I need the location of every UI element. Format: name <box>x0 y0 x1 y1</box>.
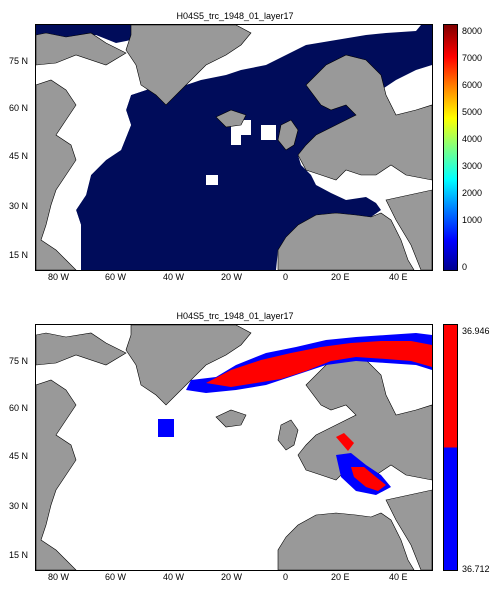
panel1-lat-label: 45 N <box>9 151 29 161</box>
panel1-land-greenland <box>125 25 252 106</box>
panel2-lon-label: 60 W <box>105 572 127 582</box>
panel1-colorbar-tick: 5000 <box>462 107 483 117</box>
panel1-land-europe <box>277 54 432 181</box>
panel1-colorbar-tick: 4000 <box>462 134 483 144</box>
panel1-lat-label: 30 N <box>9 201 29 211</box>
panel2-lon-label: 40 W <box>163 572 185 582</box>
panel2-map-svg <box>36 325 432 570</box>
panel1-land-north-america <box>36 32 127 270</box>
panel2-colorbar <box>443 324 458 571</box>
panel1-lat-label: 75 N <box>9 56 29 66</box>
panel2-land-greenland <box>125 325 252 406</box>
panel2-land-africa <box>277 512 415 570</box>
panel2-lon-label: 0 <box>283 572 289 582</box>
panel1-lon-label: 40 E <box>389 272 408 282</box>
panel1-colorbar-tick: 0 <box>462 262 468 272</box>
panel2-land-north-america <box>36 332 127 570</box>
panel1-lon-label: 80 W <box>48 272 70 282</box>
panel2-land-middle-east <box>385 489 432 570</box>
panel1-lon-label: 60 W <box>105 272 127 282</box>
panel1-colorbar-tick: 8000 <box>462 26 483 36</box>
panel2-lon-label: 80 W <box>48 572 70 582</box>
panel1-title: H04S5_trc_1948_01_layer17 <box>176 11 294 21</box>
panel2-colorbar-tick: 36.946 <box>462 326 490 336</box>
panel1-colorbar-tick: 6000 <box>462 80 483 90</box>
panel1-lon-label: 20 E <box>331 272 350 282</box>
panel1-land-iceland <box>215 109 247 128</box>
panel1-map <box>35 24 433 271</box>
panel1-land-africa <box>277 212 415 270</box>
panel1-lat-label: 15 N <box>9 250 29 260</box>
panel1-land-middle-east <box>385 189 432 270</box>
panel1-map-svg <box>36 25 432 270</box>
panel2-lon-label: 20 E <box>331 572 350 582</box>
panel2-lon-label: 20 W <box>221 572 243 582</box>
panel2-lat-label: 60 N <box>9 403 29 413</box>
panel1-colorbar-tick: 1000 <box>462 215 483 225</box>
panel2-lat-label: 45 N <box>9 451 29 461</box>
panel1-nodata-cells <box>206 120 276 185</box>
panel1-lat-label: 60 N <box>9 103 29 113</box>
panel1-lon-label: 0 <box>283 272 289 282</box>
panel2-field-high <box>206 341 432 491</box>
panel1-lon-label: 40 W <box>163 272 185 282</box>
panel2-lat-label: 15 N <box>9 550 29 560</box>
panel2-lat-label: 30 N <box>9 501 29 511</box>
panel2-title: H04S5_trc_1948_01_layer17 <box>176 311 294 321</box>
panel1-colorbar-tick: 2000 <box>462 188 483 198</box>
panel2-land-iceland <box>215 409 247 428</box>
panel1-colorbar-tick: 3000 <box>462 161 483 171</box>
panel2-colorbar-tick: 36.712 <box>462 564 490 574</box>
panel2-map <box>35 324 433 571</box>
panel1-colorbar <box>443 24 458 271</box>
panel1-colorbar-tick: 7000 <box>462 53 483 63</box>
panel2-lon-label: 40 E <box>389 572 408 582</box>
panel2-lat-label: 75 N <box>9 356 29 366</box>
panel1-lon-label: 20 W <box>221 272 243 282</box>
